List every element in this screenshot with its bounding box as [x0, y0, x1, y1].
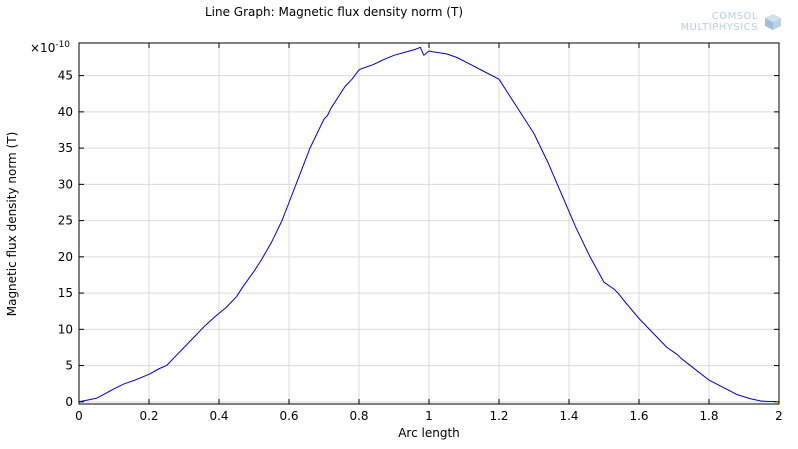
logo-text-line1: COMSOL: [711, 11, 758, 22]
y-tick-label: 20: [58, 250, 73, 264]
y-multiplier: ×10-10: [30, 40, 70, 55]
x-tick-label: 1.8: [699, 409, 718, 423]
x-tick-label: 0: [75, 409, 83, 423]
comsol-logo: COMSOL MULTIPHYSICS: [666, 10, 782, 36]
x-tick-label: 0.4: [209, 409, 228, 423]
y-tick-label: 30: [58, 177, 73, 191]
x-tick-label: 1.2: [489, 409, 508, 423]
x-tick-label: 0.6: [279, 409, 298, 423]
y-tick-label: 45: [58, 69, 73, 83]
y-tick-label: 10: [58, 322, 73, 336]
x-tick-label: 1.6: [629, 409, 648, 423]
chart-title: Line Graph: Magnetic flux density norm (…: [205, 5, 463, 19]
y-tick-label: 40: [58, 105, 73, 119]
plot-frame: [78, 42, 780, 405]
x-axis-label: Arc length: [398, 426, 460, 440]
x-tick-label: 2: [775, 409, 783, 423]
y-tick-label: 0: [65, 395, 73, 409]
y-tick-label: 5: [65, 359, 73, 373]
axis-ticks: 0 0.2 0.4 0.6 0.8 1 1.2 1.4 1.6 1.8 20510152025303…: [58, 43, 783, 423]
logo-text-line2: MULTIPHYSICS: [680, 22, 758, 33]
y-axis-label: Magnetic flux density norm (T): [5, 132, 19, 317]
x-tick-label: 0.2: [139, 409, 158, 423]
series-line: [78, 46, 776, 403]
cube-icon: [765, 14, 781, 30]
x-tick-label: 0.8: [349, 409, 368, 423]
y-tick-label: 15: [58, 286, 73, 300]
x-tick-label: 1: [425, 409, 433, 423]
y-tick-label: 35: [58, 141, 73, 155]
x-tick-label: 1.4: [559, 409, 578, 423]
y-tick-label: 25: [58, 214, 73, 228]
series-group: [78, 46, 776, 403]
